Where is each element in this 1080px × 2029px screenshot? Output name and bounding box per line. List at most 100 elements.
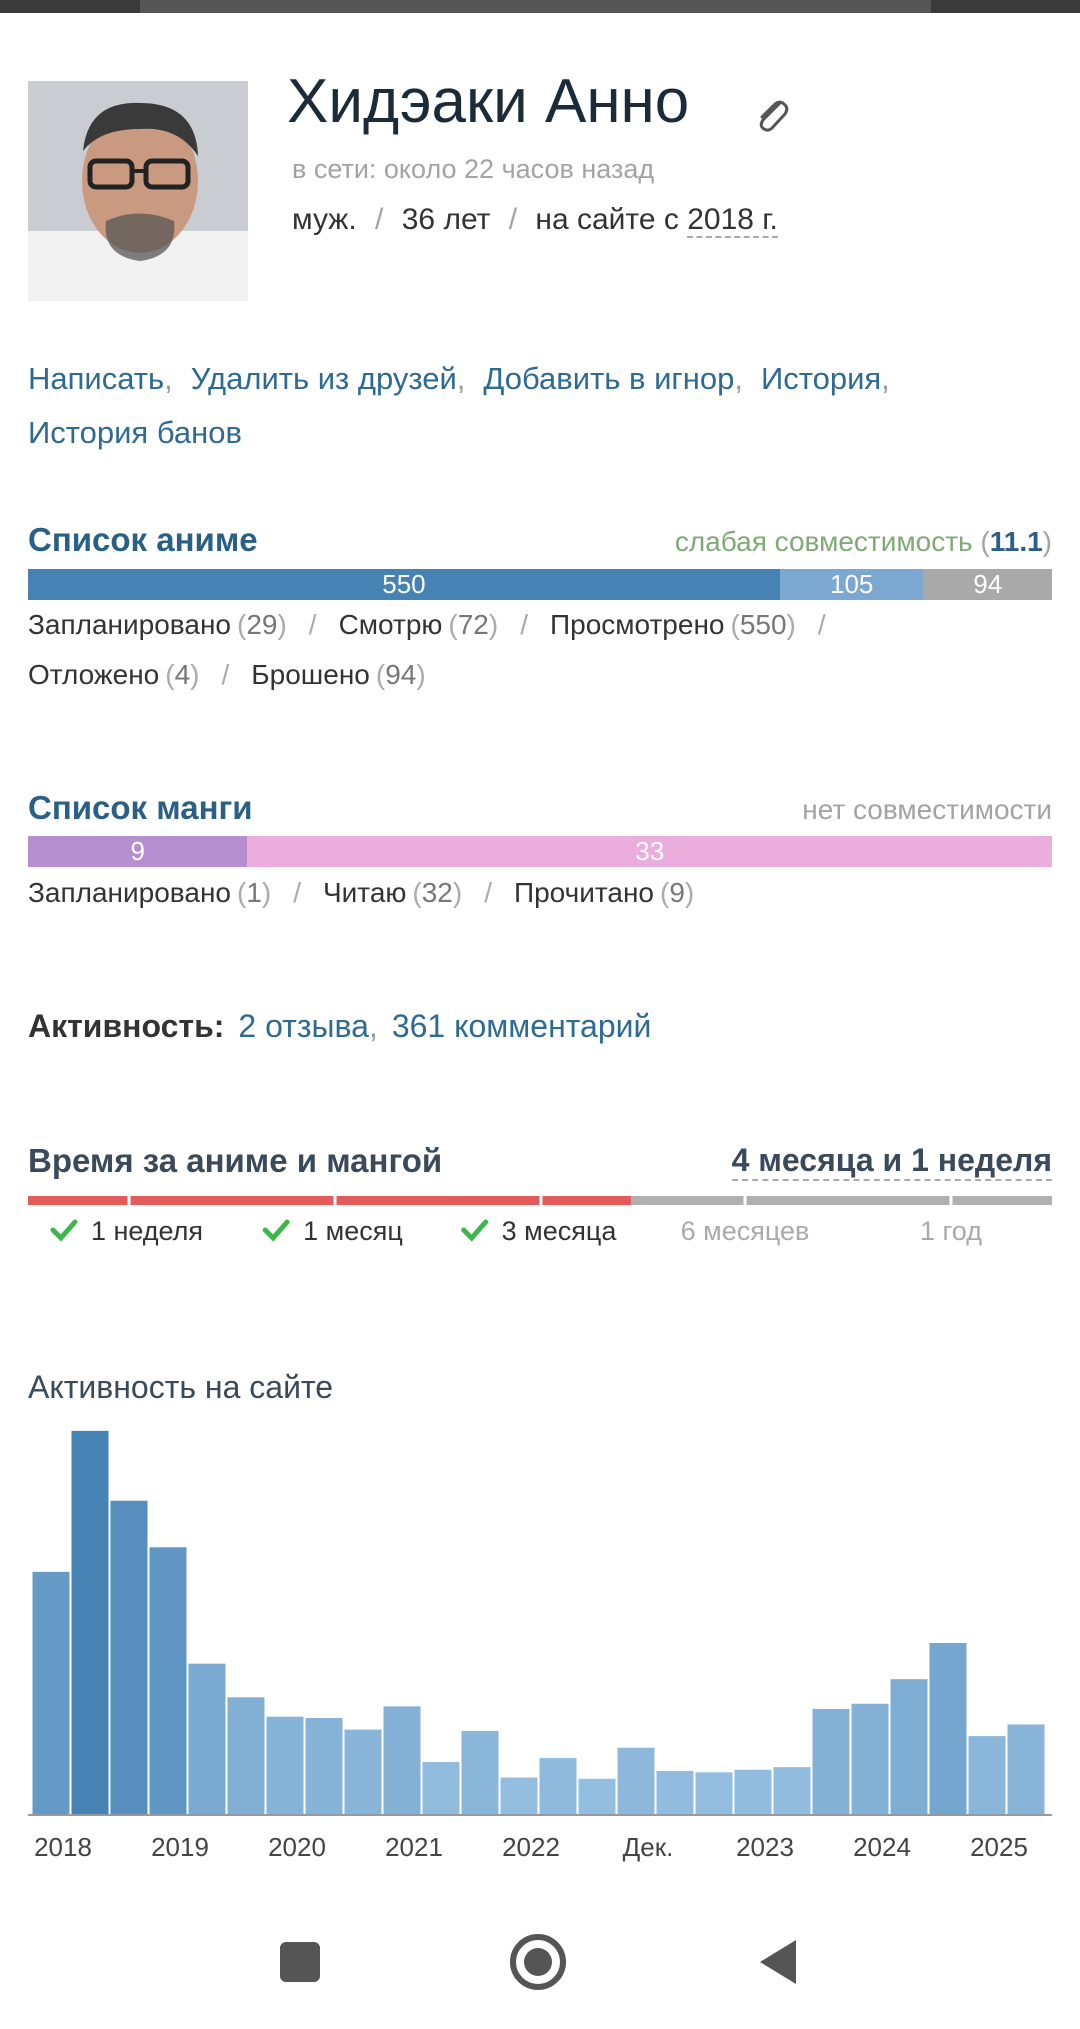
progress-rest <box>631 1196 1052 1205</box>
status-strip-inner <box>140 0 931 13</box>
milestone-label: 1 месяц <box>303 1216 403 1246</box>
segment-label: 550 <box>382 569 426 599</box>
stat-count: 72 <box>457 609 489 640</box>
home-dot <box>524 1948 552 1976</box>
back-button[interactable] <box>760 1940 796 1984</box>
action-item: История банов <box>28 406 242 460</box>
activity-bar <box>383 1706 421 1815</box>
activity-bar <box>1007 1724 1045 1815</box>
stat-item: Отложено (4) / <box>28 650 239 700</box>
bracket: ) <box>416 659 426 690</box>
activity-bar <box>266 1716 304 1815</box>
stat-label: Смотрю <box>338 609 443 640</box>
activity-bar <box>929 1642 967 1815</box>
stat-item: Просмотрено (550) / <box>550 600 836 650</box>
activity-bar <box>305 1717 343 1815</box>
milestone-label: 1 год <box>920 1216 982 1246</box>
segment-label: 94 <box>973 569 1003 599</box>
action-link[interactable]: Добавить в игнор <box>483 361 735 396</box>
separator: / <box>221 659 230 690</box>
activity-bar <box>422 1761 460 1815</box>
activity-label: Активность: <box>28 1008 225 1044</box>
activity-bar <box>227 1697 265 1815</box>
manga-compat: нет совместимости <box>802 794 1052 825</box>
bracket: ( <box>236 609 247 640</box>
activity-bar <box>500 1777 538 1815</box>
activity-bar <box>71 1430 109 1815</box>
bracket: ( <box>659 877 670 908</box>
since-prefix: на сайте с <box>535 203 679 236</box>
stat-item: Брошено (94) <box>251 650 425 700</box>
action-link[interactable]: Удалить из друзей <box>190 361 457 396</box>
manga-stats: Запланировано (1) / Читаю (32) / Прочитано (9) <box>28 868 1058 918</box>
milestone-label: 6 месяцев <box>681 1216 810 1246</box>
anime-compat: слабая совместимость (11.1) <box>675 526 1052 558</box>
stat-label: Читаю <box>323 877 407 908</box>
bracket: ) <box>190 659 200 690</box>
action-link[interactable]: Написать <box>28 361 165 396</box>
action-item: Удалить из друзей, <box>191 352 466 406</box>
time-progress: 1 неделя 1 месяц 3 месяца 6 месяцев 1 год <box>28 1196 1052 1246</box>
anime-title[interactable]: Список аниме <box>28 521 258 558</box>
action-item: Добавить в игнор, <box>483 352 743 406</box>
activity-bar <box>461 1730 499 1815</box>
stat-item: Смотрю (72) / <box>339 600 538 650</box>
time-total[interactable]: 4 месяца и 1 неделя <box>731 1142 1052 1181</box>
milestone-label: 3 месяца <box>502 1216 618 1246</box>
bracket: ( <box>730 609 740 640</box>
milestone: 1 неделя <box>50 1216 203 1246</box>
milestone-label: 1 неделя <box>91 1216 203 1246</box>
avatar[interactable] <box>28 81 248 301</box>
paperclip-icon[interactable] <box>753 96 789 132</box>
activity-link[interactable]: 2 отзыва <box>238 1008 369 1044</box>
age: 36 лет <box>401 203 491 236</box>
bracket: ( <box>412 877 422 908</box>
stat-count: 32 <box>421 877 453 908</box>
home-button[interactable] <box>510 1934 566 1990</box>
actions: Написать, Удалить из друзей, Добавить в иг… <box>28 352 1048 460</box>
action-link[interactable]: История банов <box>28 415 242 450</box>
activity-bar <box>773 1767 811 1815</box>
bracket: ) <box>261 877 272 908</box>
x-tick-label: 2024 <box>853 1832 911 1862</box>
x-tick-label: 2020 <box>268 1832 326 1862</box>
x-tick-label: Дек. <box>623 1832 674 1862</box>
segment-label: 33 <box>635 836 665 866</box>
progress-gap <box>949 1196 953 1205</box>
stat-label: Запланировано <box>28 609 231 640</box>
bracket: ) <box>684 877 695 908</box>
x-tick-label: 2018 <box>34 1832 92 1862</box>
activity-bar <box>539 1758 577 1815</box>
separator: / <box>508 203 518 236</box>
bracket: ) <box>277 609 287 640</box>
x-tick-label: 2022 <box>502 1832 560 1862</box>
separator: / <box>817 609 826 640</box>
milestone: 1 год <box>920 1216 982 1246</box>
milestone: 3 месяца <box>461 1216 618 1246</box>
bar-segment: 9 <box>28 836 248 867</box>
stat-label: Просмотрено <box>550 609 725 640</box>
separator: / <box>375 203 384 236</box>
manga-title[interactable]: Список манги <box>28 789 253 826</box>
stat-label: Брошено <box>251 659 370 690</box>
recents-button[interactable] <box>280 1942 320 1982</box>
x-tick-label: 2025 <box>970 1832 1028 1862</box>
x-tick-label: 2023 <box>736 1832 794 1862</box>
action-link[interactable]: История <box>760 361 882 396</box>
action-item: Написать, <box>28 352 173 406</box>
compat-value: 11.1 <box>989 526 1043 557</box>
activity-bar <box>32 1571 70 1815</box>
activity-bar <box>695 1772 733 1815</box>
user-name: Хидэаки Анно <box>287 67 690 136</box>
stat-item: Запланировано (29) / <box>28 600 327 650</box>
online-status: в сети: около 22 часов назад <box>292 154 655 184</box>
bracket: ( <box>375 659 386 690</box>
bracket: ( <box>980 526 990 557</box>
milestone: 1 месяц <box>262 1216 403 1246</box>
bracket: ( <box>236 877 247 908</box>
x-tick-label: 2019 <box>151 1832 209 1862</box>
since-year[interactable]: 2018 г. <box>687 203 778 238</box>
activity-bar <box>656 1771 694 1815</box>
activity-link[interactable]: 361 комментарий <box>391 1008 652 1044</box>
bar-segment: 33 <box>247 836 1052 867</box>
